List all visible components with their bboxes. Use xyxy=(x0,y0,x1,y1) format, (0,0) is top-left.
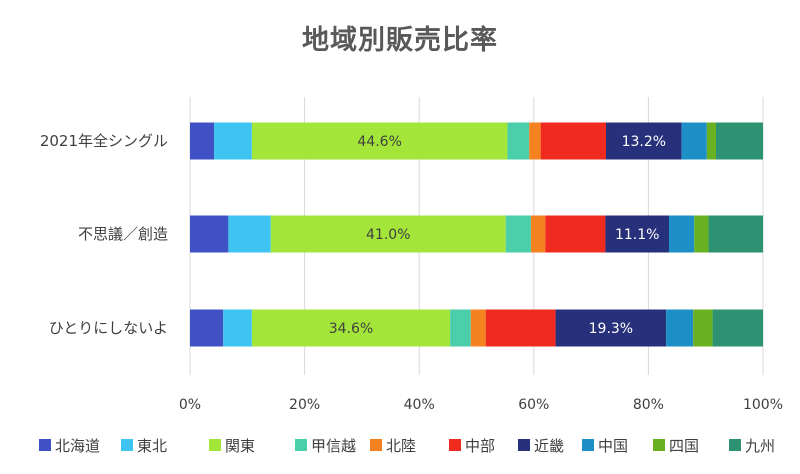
legend-label: 東北 xyxy=(137,437,167,455)
x-tick-label: 40% xyxy=(404,397,435,413)
bar-row xyxy=(190,215,763,253)
data-label: 19.3% xyxy=(589,321,633,337)
x-tick-label: 80% xyxy=(633,397,664,413)
legend-label: 中国 xyxy=(598,437,628,455)
data-label: 41.0% xyxy=(366,227,410,243)
bar-row xyxy=(190,309,763,347)
legend-item: 四国 xyxy=(653,437,699,455)
legend-swatch xyxy=(518,439,530,451)
legend-swatch xyxy=(729,439,741,451)
legend-item: 関東 xyxy=(209,437,255,455)
legend-label: 中部 xyxy=(465,437,495,455)
legend-item: 東北 xyxy=(121,437,167,455)
legend-label: 北海道 xyxy=(55,437,100,455)
bar-segment xyxy=(190,309,224,347)
bar-segment xyxy=(485,309,556,347)
legend-item: 九州 xyxy=(729,437,775,455)
legend-label: 北陸 xyxy=(386,437,416,455)
bar-segment xyxy=(694,215,709,253)
legend-item: 中部 xyxy=(449,437,495,455)
legend-item: 北陸 xyxy=(370,437,416,455)
legend-swatch xyxy=(582,439,594,451)
bar-segment xyxy=(270,215,506,253)
data-label: 44.6% xyxy=(357,134,401,150)
bar-segment xyxy=(669,215,695,253)
legend-item: 甲信越 xyxy=(295,437,356,455)
bar-segment xyxy=(545,215,606,253)
x-tick-label: 60% xyxy=(518,397,549,413)
bar-segment xyxy=(470,309,486,347)
legend-swatch xyxy=(295,439,307,451)
legend-swatch xyxy=(370,439,382,451)
legend-item: 北海道 xyxy=(39,437,100,455)
bar-segment xyxy=(228,215,271,253)
legend-label: 近畿 xyxy=(534,437,564,455)
bar-segment xyxy=(708,215,763,253)
bar-segment xyxy=(540,122,606,160)
bar-segment xyxy=(223,309,252,347)
bar-segment xyxy=(450,309,471,347)
bar-segment xyxy=(681,122,707,160)
legend-label: 四国 xyxy=(669,437,699,455)
bar-segment xyxy=(529,122,541,160)
bar-segment xyxy=(605,122,682,160)
bar-row xyxy=(190,122,763,160)
x-tick-label: 0% xyxy=(179,397,201,413)
bar-segment xyxy=(716,122,763,160)
bar-segment xyxy=(712,309,763,347)
bar-segment xyxy=(214,122,252,160)
bar-segment xyxy=(190,215,229,253)
bar-segment xyxy=(505,215,531,253)
legend-swatch xyxy=(449,439,461,451)
bar-segment xyxy=(555,309,667,347)
category-label: ひとりにしないよ xyxy=(49,319,168,337)
bar-segment xyxy=(251,309,451,347)
x-tick-label: 100% xyxy=(743,397,783,413)
legend-item: 近畿 xyxy=(518,437,564,455)
legend-swatch xyxy=(39,439,51,451)
data-label: 34.6% xyxy=(329,321,373,337)
legend-label: 甲信越 xyxy=(311,437,356,455)
legend-swatch xyxy=(209,439,221,451)
data-label: 13.2% xyxy=(622,134,666,150)
legend-swatch xyxy=(653,439,665,451)
legend-label: 関東 xyxy=(225,437,255,455)
bar-segment xyxy=(666,309,694,347)
category-label: 2021年全シングル xyxy=(40,132,168,150)
bar-segment xyxy=(693,309,713,347)
bar-segment xyxy=(706,122,717,160)
legend-label: 九州 xyxy=(745,437,775,455)
data-label: 11.1% xyxy=(615,227,659,243)
chart-title: 地域別販売比率 xyxy=(302,25,498,56)
bar-segment xyxy=(605,215,670,253)
legend-swatch xyxy=(121,439,133,451)
x-tick-label: 20% xyxy=(289,397,320,413)
legend-item: 中国 xyxy=(582,437,628,455)
bar-segment xyxy=(251,122,508,160)
bar-segment xyxy=(507,122,530,160)
category-label: 不思議／創造 xyxy=(78,225,168,243)
bar-segment xyxy=(190,122,215,160)
legend: 北海道 東北 関東 甲信越 北陸 中部 近畿 中国 四国 九州 xyxy=(39,437,775,455)
bar-segment xyxy=(530,215,546,253)
